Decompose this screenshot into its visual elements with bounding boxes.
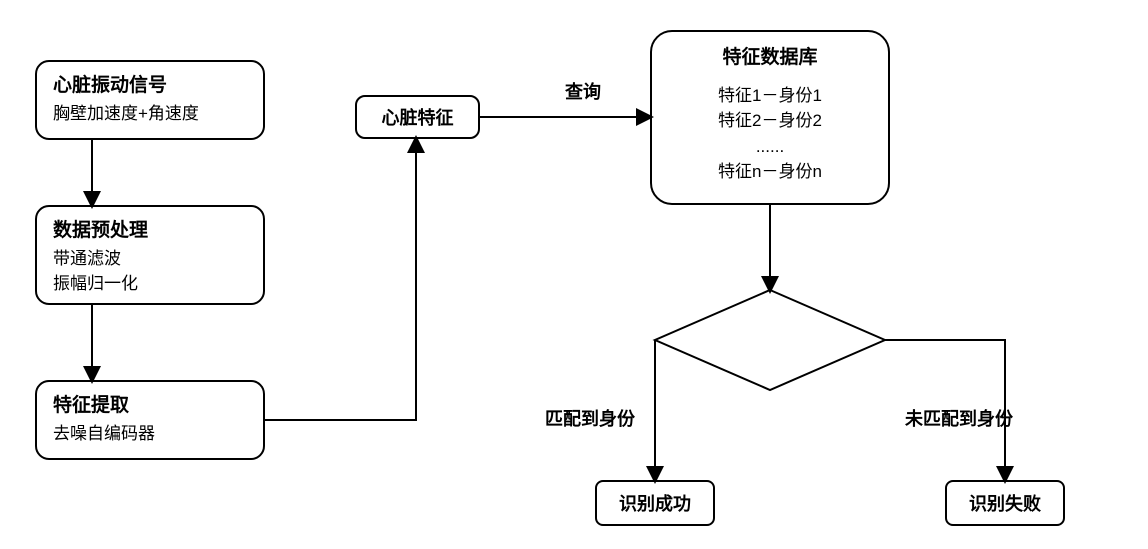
node-heartfeat: 心脏特征 (355, 95, 480, 139)
node-success: 识别成功 (595, 480, 715, 526)
preproc-title: 数据预处理 (53, 217, 247, 246)
heartfeat-title: 心脏特征 (367, 105, 468, 132)
node-database: 特征数据库 特征1－身份1 特征2－身份2 ...... 特征n－身份n (650, 30, 890, 205)
edge-featextract_right-heartfeat_bottom (265, 139, 416, 420)
node-signal: 心脏振动信号 胸壁加速度+角速度 (35, 60, 265, 140)
node-fail: 识别失败 (945, 480, 1065, 526)
success-text: 识别成功 (619, 494, 691, 514)
fail-text: 识别失败 (969, 494, 1041, 514)
database-line-2: ...... (662, 134, 878, 160)
featextract-title: 特征提取 (53, 392, 247, 421)
label-match-yes: 匹配到身份 (545, 405, 635, 431)
label-match-no: 未匹配到身份 (905, 405, 1013, 431)
signal-sub1: 胸壁加速度+角速度 (53, 101, 247, 127)
database-line-1: 特征2－身份2 (662, 108, 878, 134)
preproc-sub1: 带通滤波 (53, 246, 247, 272)
node-preproc: 数据预处理 带通滤波 振幅归一化 (35, 205, 265, 305)
signal-title: 心脏振动信号 (53, 72, 247, 101)
preproc-sub2: 振幅归一化 (53, 271, 247, 297)
database-line-0: 特征1－身份1 (662, 83, 878, 109)
database-title: 特征数据库 (662, 44, 878, 73)
decision-text: 阈值匹配？ (710, 329, 830, 355)
node-featextract: 特征提取 去噪自编码器 (35, 380, 265, 460)
featextract-sub1: 去噪自编码器 (53, 421, 247, 447)
database-line-3: 特征n－身份n (662, 159, 878, 185)
label-query: 查询 (565, 78, 601, 104)
